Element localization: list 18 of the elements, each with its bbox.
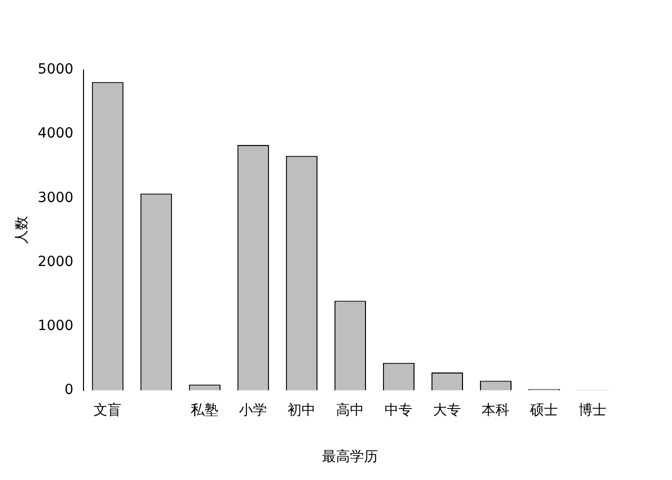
y-axis-title: 人数	[14, 216, 30, 244]
x-tick-label: 博士	[578, 402, 607, 418]
x-tick-label: 初中	[288, 402, 316, 418]
x-tick-label: 高中	[336, 402, 364, 418]
x-tick-label: 文盲	[94, 401, 122, 418]
y-tick-label: 2000	[38, 254, 74, 270]
y-tick-label: 5000	[38, 62, 74, 78]
x-tick-label: 硕士	[529, 402, 558, 418]
y-tick-label: 4000	[38, 126, 74, 142]
x-tick-label: 大专	[433, 402, 462, 418]
x-tick-label: 小学	[239, 402, 268, 418]
x-tick-label: 私塾	[190, 402, 219, 418]
x-axis-title: 最高学历	[322, 449, 378, 466]
y-tick-label: 1000	[38, 318, 74, 334]
x-tick-label: 本科	[482, 402, 510, 418]
y-tick-label: 0	[64, 382, 74, 398]
y-tick-label: 3000	[38, 190, 74, 206]
x-tick-label: 中专	[384, 402, 413, 418]
